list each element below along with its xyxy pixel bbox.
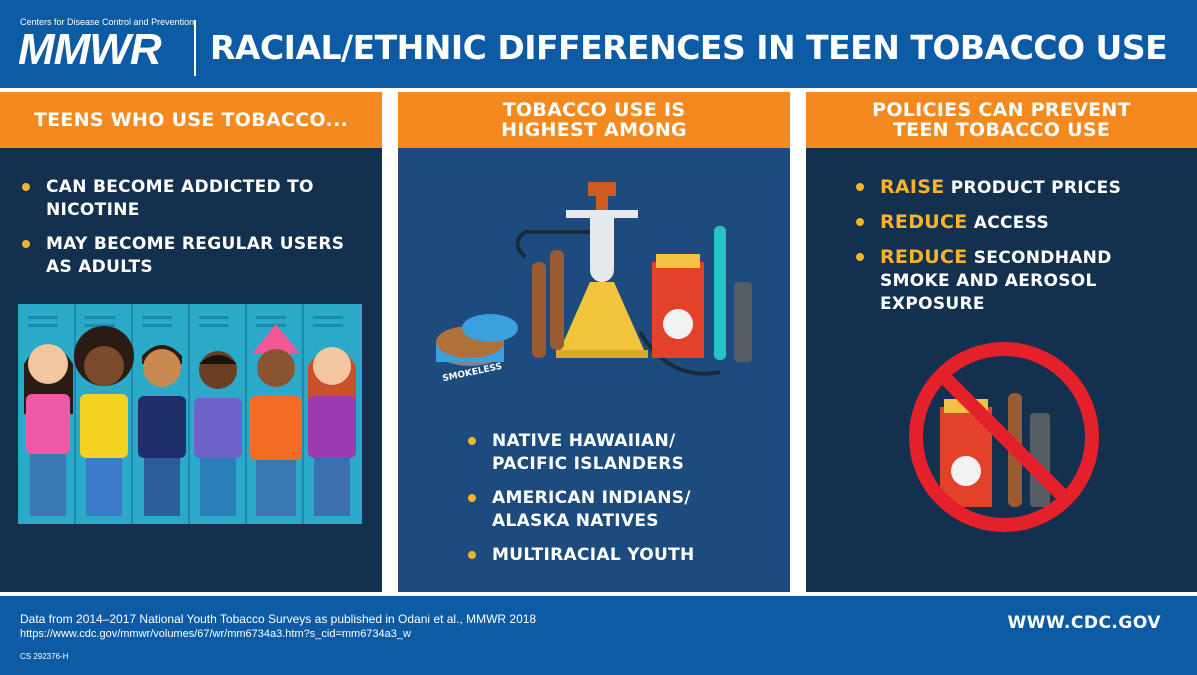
data-source: Data from 2014–2017 National Youth Tobac… <box>20 612 537 626</box>
bullet-dot-icon <box>468 551 476 559</box>
panel-policies: POLICIES CAN PREVENT TEEN TOBACCO USE RA… <box>806 92 1197 592</box>
bullet-dot-icon <box>22 183 30 191</box>
source-link[interactable]: https://www.cdc.gov/mmwr/volumes/67/wr/m… <box>20 628 411 640</box>
panel-highest-use: TOBACCO USE IS HIGHEST AMONG <box>398 92 790 592</box>
footer-bar: Data from 2014–2017 National Youth Tobac… <box>0 596 1197 675</box>
bullet-dot-icon <box>856 253 864 261</box>
heading-line: TEEN TOBACCO USE <box>892 119 1111 141</box>
panel-heading: TOBACCO USE IS HIGHEST AMONG <box>398 92 790 148</box>
policies-list: RAISE PRODUCT PRICES REDUCE ACCESS REDUC… <box>854 176 1184 327</box>
list-item: RAISE PRODUCT PRICES <box>854 176 1184 200</box>
website-link[interactable]: WWW.CDC.GOV <box>1007 613 1161 633</box>
panel-teens: TEENS WHO USE TOBACCO... CAN BECOME ADDI… <box>0 92 382 592</box>
cigarette-pack-icon <box>652 254 704 358</box>
cdc-name: Centers for Disease Control and Preventi… <box>20 17 195 27</box>
hookah-icon <box>515 182 721 376</box>
header-divider <box>194 20 196 76</box>
list-item: REDUCE SECONDHAND SMOKE AND AEROSOL EXPO… <box>854 246 1184 316</box>
cigar-icon <box>532 250 564 358</box>
list-item: AMERICAN INDIANS/ALASKA NATIVES <box>466 487 786 533</box>
list-item: MULTIRACIAL YOUTH <box>466 544 786 567</box>
list-item: MAY BECOME REGULAR USERS AS ADULTS <box>20 233 370 279</box>
heading-line: TOBACCO USE IS <box>502 99 686 121</box>
teens-lockers-illustration <box>18 304 362 524</box>
list-item: NATIVE HAWAIIAN/PACIFIC ISLANDERS <box>466 430 786 476</box>
groups-list: NATIVE HAWAIIAN/PACIFIC ISLANDERS AMERIC… <box>466 430 786 578</box>
panel-heading: POLICIES CAN PREVENT TEEN TOBACCO USE <box>806 92 1197 148</box>
bullet-dot-icon <box>468 437 476 445</box>
list-item: REDUCE ACCESS <box>854 211 1184 235</box>
header-bar: Centers for Disease Control and Preventi… <box>0 0 1197 88</box>
e-cigarette-icon <box>714 226 752 362</box>
bullet-dot-icon <box>856 218 864 226</box>
panel-heading: TEENS WHO USE TOBACCO... <box>0 92 382 148</box>
no-tobacco-icon <box>909 342 1099 532</box>
bullet-dot-icon <box>856 183 864 191</box>
mmwr-logo: MMWR <box>18 25 162 74</box>
heading-line: HIGHEST AMONG <box>501 119 687 141</box>
tobacco-products-illustration <box>515 182 752 376</box>
effects-list: CAN BECOME ADDICTED TO NICOTINE MAY BECO… <box>20 176 370 290</box>
bullet-dot-icon <box>468 494 476 502</box>
list-item: CAN BECOME ADDICTED TO NICOTINE <box>20 176 370 222</box>
bullet-dot-icon <box>22 240 30 248</box>
smokeless-tin-icon <box>436 314 518 366</box>
heading-text: TEENS WHO USE TOBACCO... <box>33 109 349 131</box>
page-title: RACIAL/ETHNIC DIFFERENCES IN TEEN TOBACC… <box>210 28 1168 67</box>
publication-code: CS 292376-H <box>20 652 69 661</box>
heading-line: POLICIES CAN PREVENT <box>872 99 1131 121</box>
